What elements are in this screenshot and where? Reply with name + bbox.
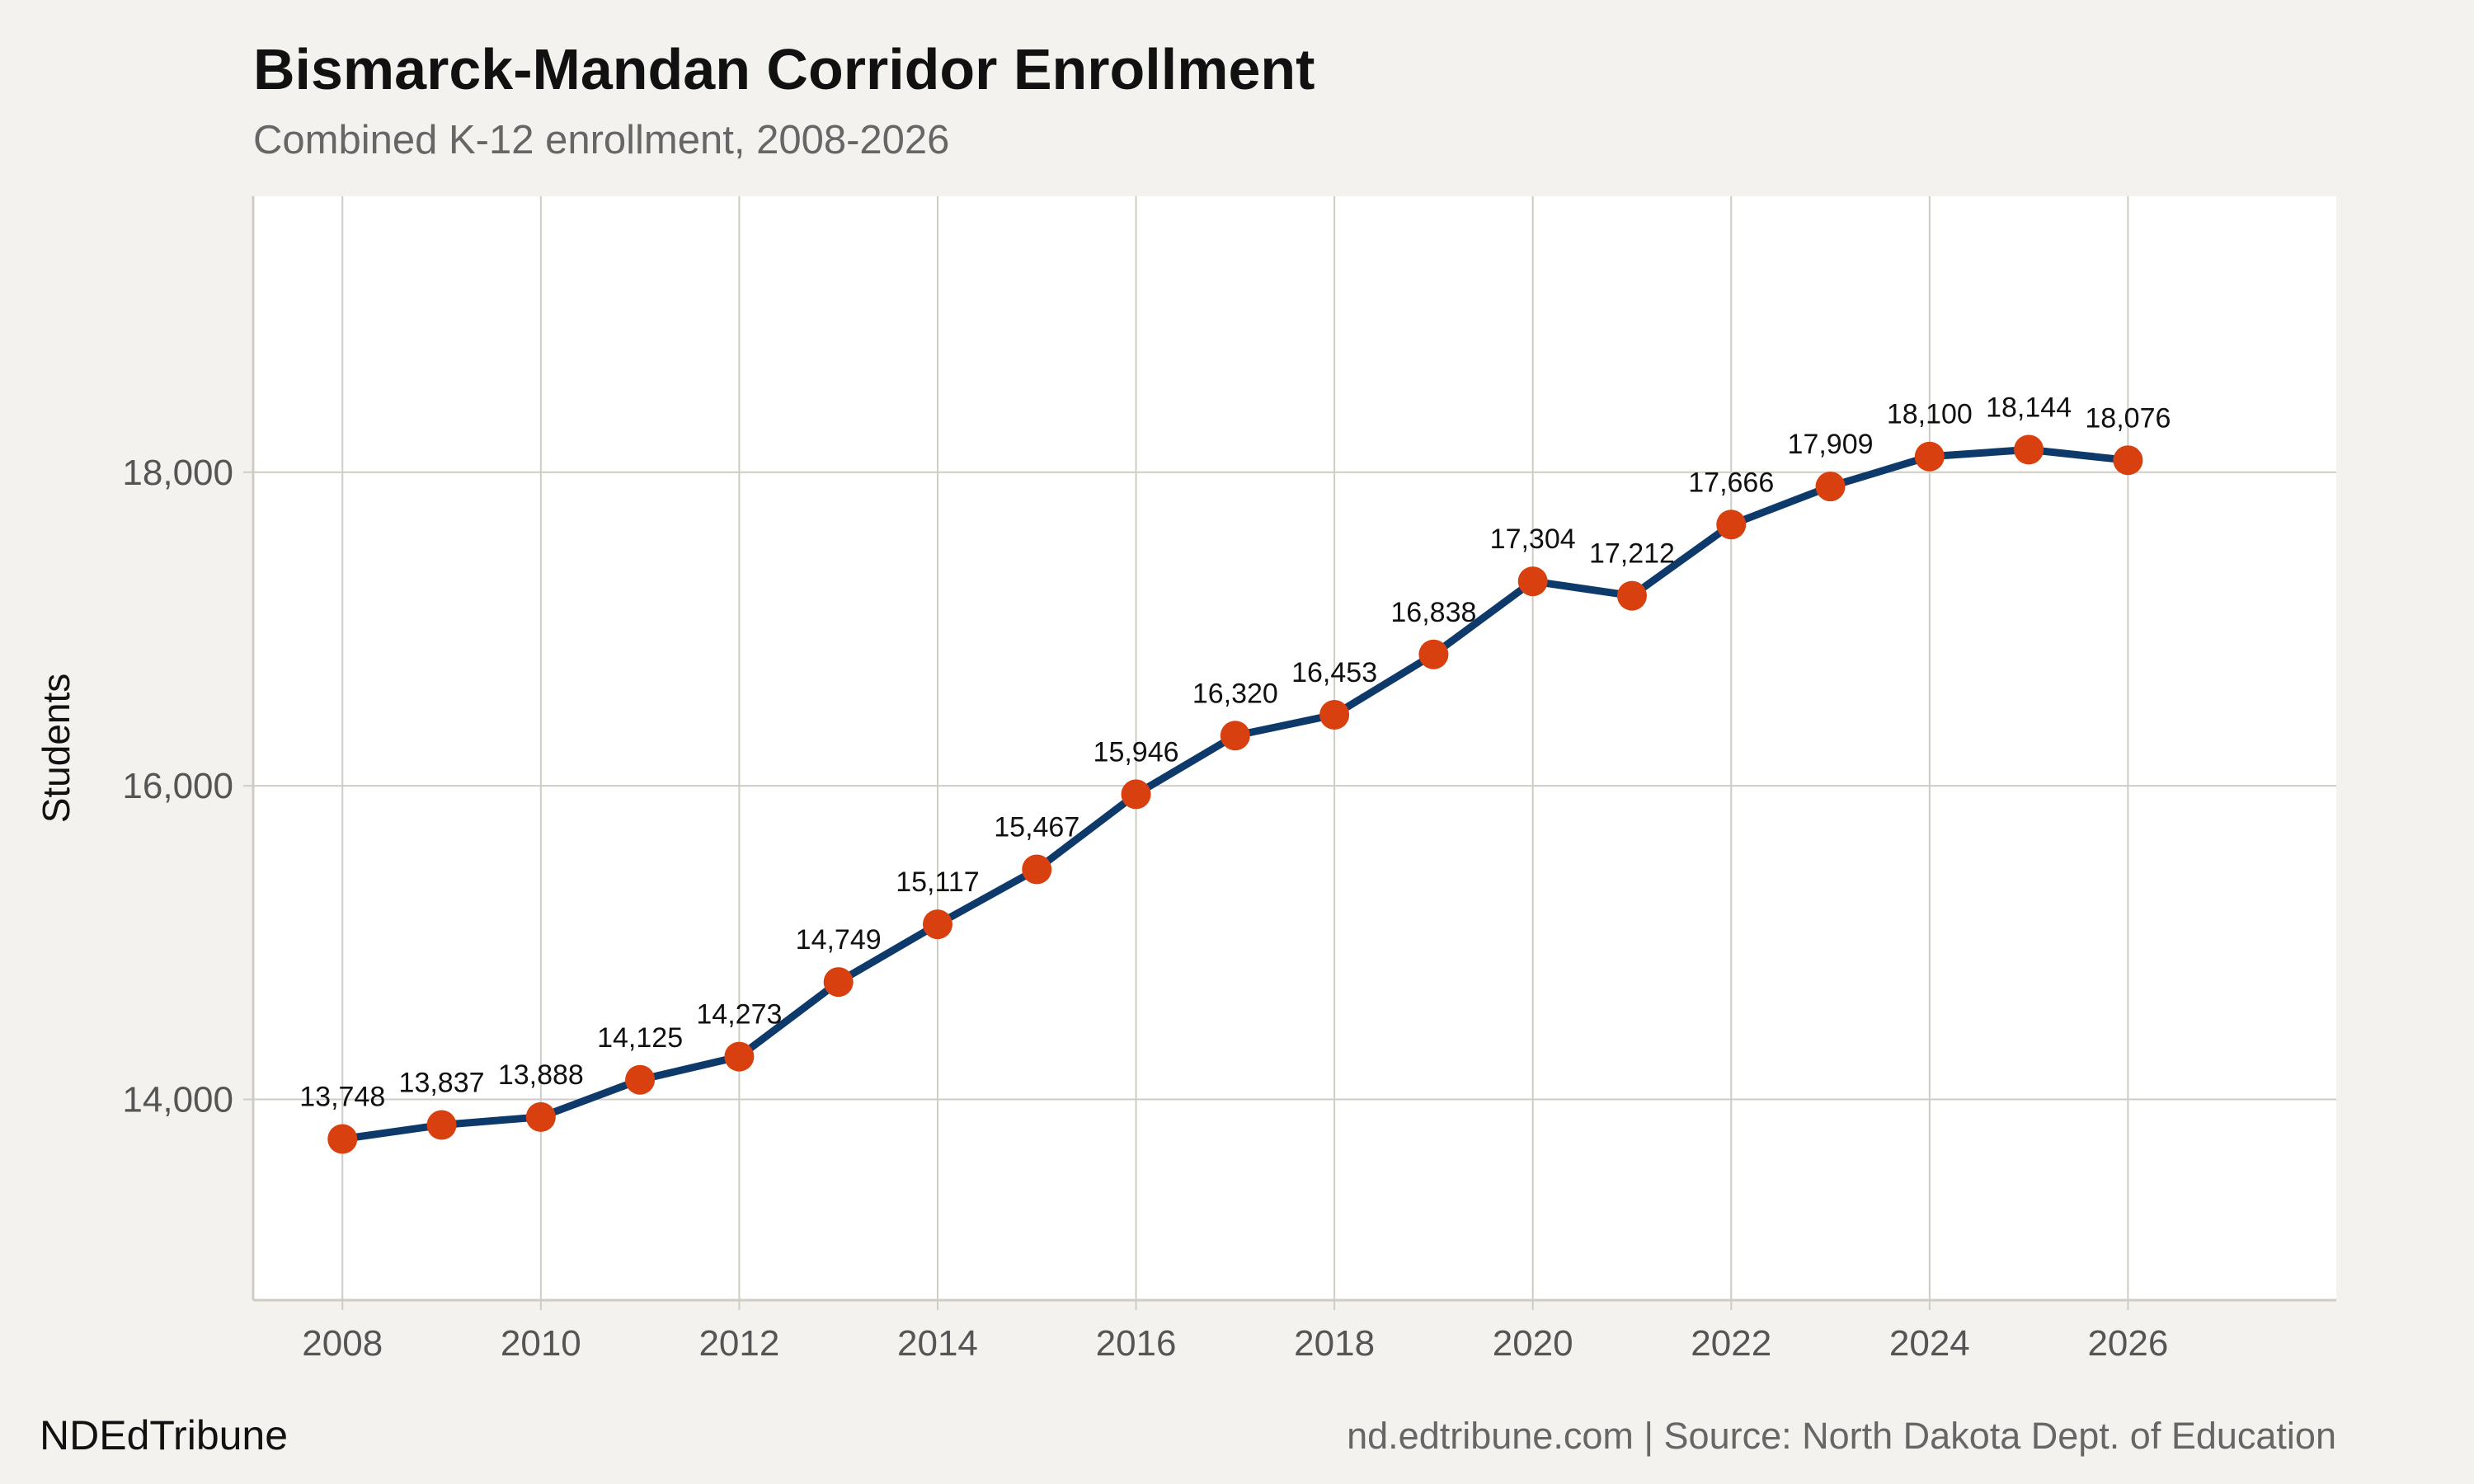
data-point (525, 1101, 556, 1132)
data-point (1220, 721, 1250, 751)
data-label: 17,212 (1589, 538, 1675, 570)
x-tick-label: 2014 (897, 1323, 978, 1364)
data-label: 18,144 (1986, 392, 2072, 423)
data-point (625, 1064, 656, 1095)
x-tick-label: 2012 (698, 1323, 779, 1364)
data-label: 16,320 (1192, 678, 1278, 709)
brand-name: NDEdTribune (40, 1412, 289, 1458)
data-point (1319, 699, 1350, 730)
data-point (1022, 854, 1052, 885)
y-tick-label: 16,000 (122, 766, 233, 806)
data-label: 17,304 (1490, 524, 1576, 555)
x-tick-label: 2020 (1493, 1323, 1573, 1364)
chart-title: Bismarck-Mandan Corridor Enrollment (253, 37, 1315, 101)
data-label: 13,837 (399, 1068, 485, 1099)
x-tick-label: 2008 (302, 1323, 383, 1364)
plot-panel (253, 196, 2336, 1300)
data-point (426, 1110, 457, 1140)
data-point (724, 1041, 755, 1072)
x-tick-label: 2010 (501, 1323, 581, 1364)
data-point (327, 1124, 358, 1154)
data-point (1418, 639, 1449, 669)
data-point (823, 967, 854, 998)
data-label: 14,273 (696, 999, 782, 1031)
data-label: 16,453 (1291, 657, 1377, 688)
data-label: 14,749 (796, 924, 882, 956)
data-point (1914, 441, 1945, 472)
data-label: 18,100 (1887, 399, 1973, 430)
data-point (1716, 510, 1747, 540)
data-label: 13,748 (299, 1081, 385, 1112)
data-point (922, 909, 952, 940)
y-tick-label: 18,000 (122, 453, 233, 493)
data-point (1616, 580, 1647, 611)
data-label: 17,909 (1788, 429, 1874, 460)
data-label: 17,666 (1688, 467, 1774, 498)
data-point (1121, 779, 1151, 810)
x-tick-label: 2026 (2087, 1323, 2168, 1364)
x-tick-label: 2016 (1096, 1323, 1177, 1364)
data-label: 13,888 (498, 1059, 584, 1091)
x-tick-label: 2024 (1889, 1323, 1970, 1364)
data-point (2113, 445, 2143, 476)
data-label: 18,076 (2085, 402, 2171, 434)
x-tick-label: 2018 (1294, 1323, 1375, 1364)
x-tick-label: 2022 (1691, 1323, 1771, 1364)
data-label: 14,125 (597, 1022, 683, 1054)
y-tick-label: 14,000 (122, 1080, 233, 1120)
data-point (1517, 566, 1548, 597)
data-label: 15,117 (896, 866, 979, 898)
data-point (1815, 472, 1846, 502)
data-label: 16,838 (1390, 597, 1476, 628)
y-axis-title: Students (35, 674, 78, 824)
chart-subtitle: Combined K-12 enrollment, 2008-2026 (253, 118, 950, 162)
source-credit: nd.edtribune.com | Source: North Dakota … (1347, 1415, 2336, 1457)
data-label: 15,946 (1094, 736, 1179, 768)
data-point (2014, 434, 2044, 465)
data-label: 15,467 (994, 812, 1079, 843)
